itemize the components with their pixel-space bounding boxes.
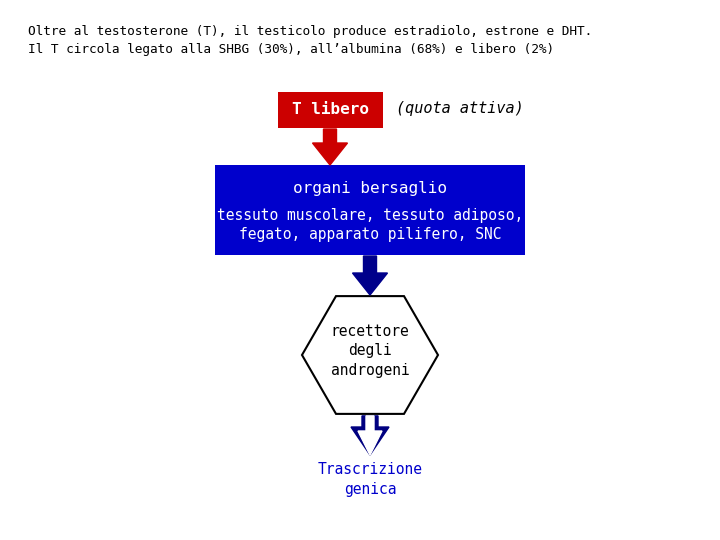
Text: tessuto muscolare, tessuto adiposo,
fegato, apparato pilifero, SNC: tessuto muscolare, tessuto adiposo, fega…	[217, 207, 523, 242]
FancyArrow shape	[358, 416, 382, 455]
Text: organi bersaglio: organi bersaglio	[293, 180, 447, 195]
FancyArrow shape	[351, 416, 389, 455]
FancyArrow shape	[312, 129, 348, 165]
Text: Trascrizione
genica: Trascrizione genica	[318, 462, 423, 497]
FancyBboxPatch shape	[215, 165, 525, 255]
Text: (quota attiva): (quota attiva)	[397, 102, 524, 117]
Text: Il T circola legato alla SHBG (30%), all’albumina (68%) e libero (2%): Il T circola legato alla SHBG (30%), all…	[28, 43, 554, 56]
Polygon shape	[302, 296, 438, 414]
Text: recettore
degli
androgeni: recettore degli androgeni	[330, 323, 410, 379]
FancyBboxPatch shape	[277, 92, 382, 128]
Text: T libero: T libero	[292, 102, 369, 117]
Text: Oltre al testosterone (T), il testicolo produce estradiolo, estrone e DHT.: Oltre al testosterone (T), il testicolo …	[28, 25, 593, 38]
FancyArrow shape	[353, 256, 387, 295]
